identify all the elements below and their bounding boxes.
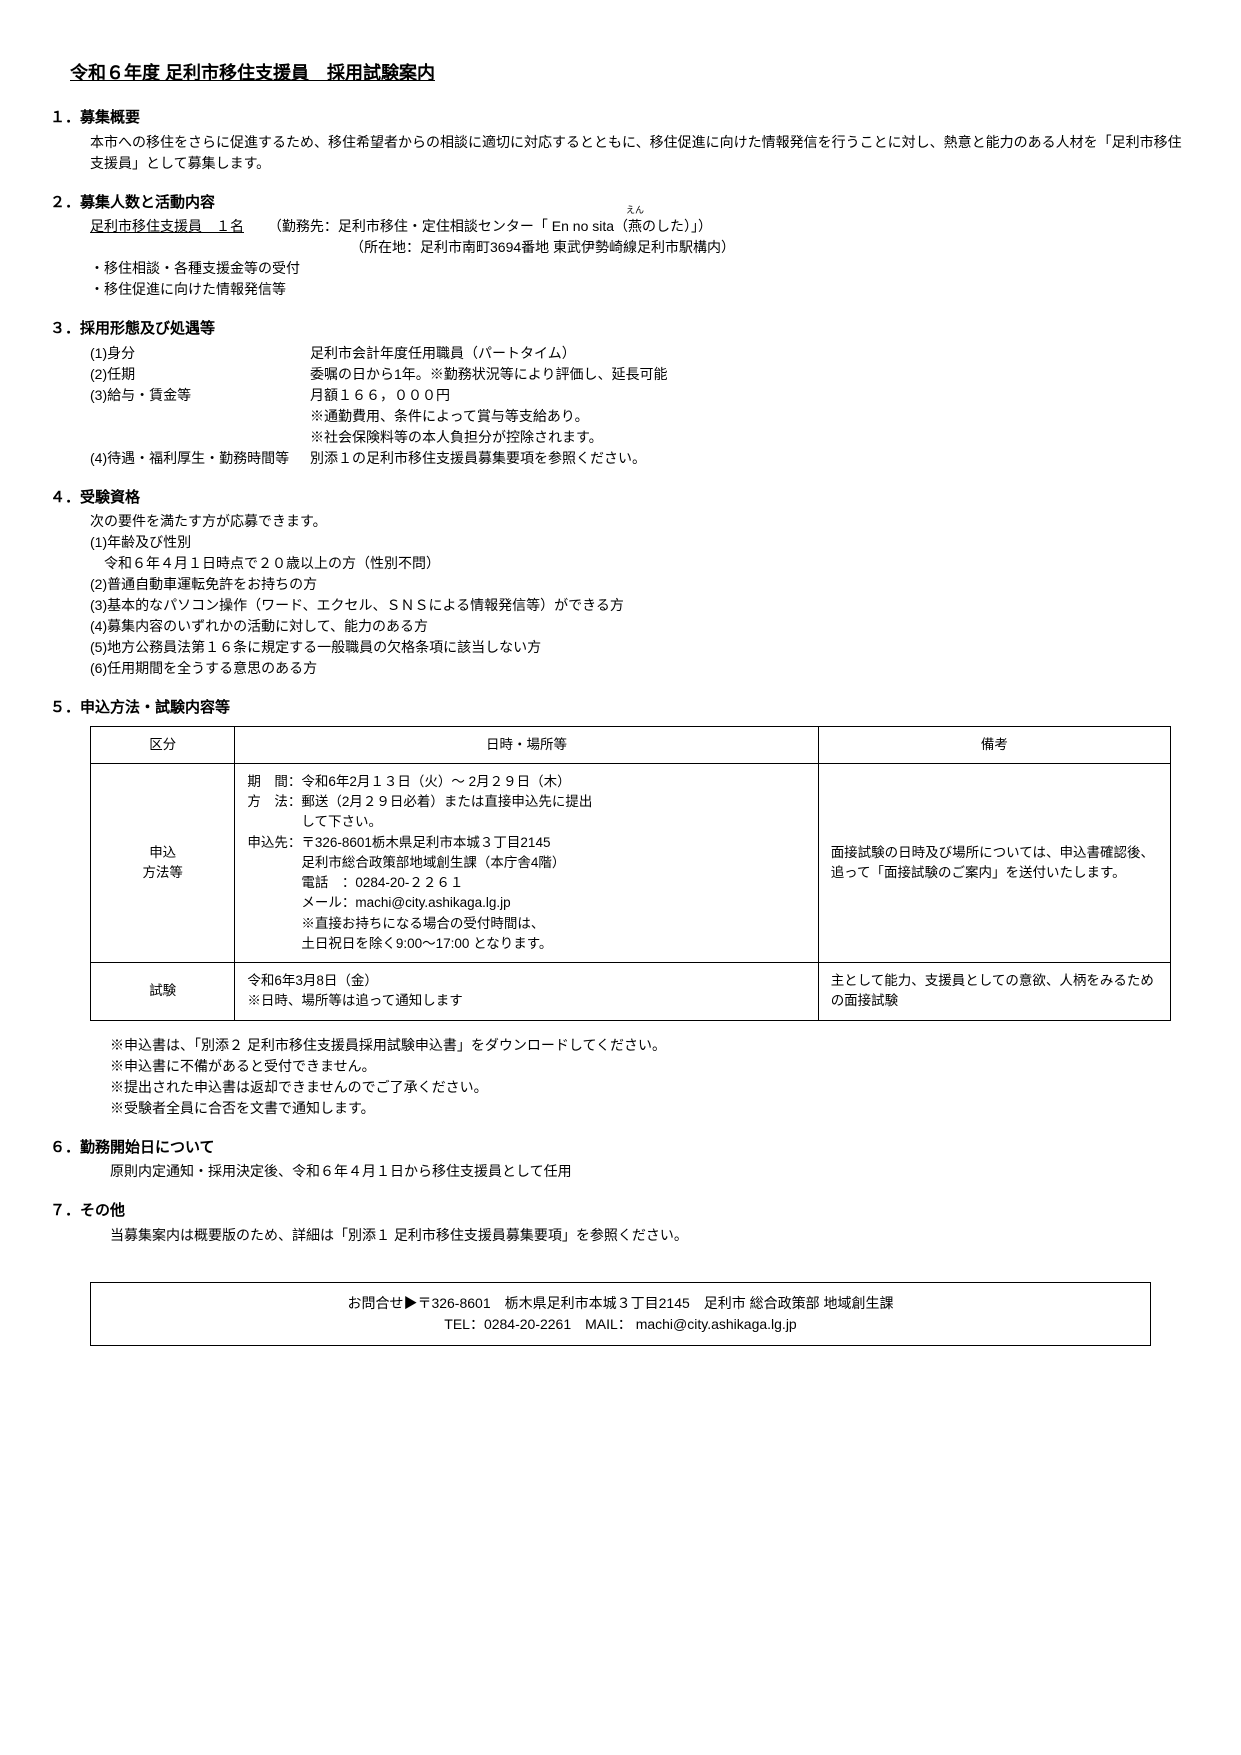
s5-note-0: ※申込書は、「別添２ 足利市移住支援員採用試験申込書」をダウンロードしてください… bbox=[110, 1035, 1191, 1056]
s3-extra-1-text: ※通勤費用、条件によって賞与等支給あり。 bbox=[310, 406, 1191, 427]
cell-exam-note: 主として能力、支援員としての意欲、人柄をみるための面接試験 bbox=[818, 963, 1170, 1021]
s3-row-4-value: 別添１の足利市移住支援員募集要項を参照ください。 bbox=[310, 448, 1191, 469]
s4-lead: 次の要件を満たす方が応募できます。 bbox=[90, 511, 1191, 532]
s4-item-2: (2)普通自動車運転免許をお持ちの方 bbox=[90, 574, 1191, 595]
s4-item-1: 令和６年４月１日時点で２０歳以上の方（性別不問） bbox=[90, 553, 1191, 574]
section-1-heading: １．募集概要 bbox=[50, 107, 1191, 130]
section-2-bullet-1: ・移住相談・各種支援金等の受付 bbox=[90, 258, 1191, 279]
s3-extra-1: ※通勤費用、条件によって賞与等支給あり。 bbox=[90, 406, 1191, 427]
s3-row-2: (2)任期 委嘱の日から1年。※勤務状況等により評価し、延長可能 bbox=[90, 364, 1191, 385]
s3-row-3: (3)給与・賃金等 月額１６６，０００円 bbox=[90, 385, 1191, 406]
s3-row-3-label: (3)給与・賃金等 bbox=[90, 385, 310, 406]
s3-row-4: (4)待遇・福利厚生・勤務時間等 別添１の足利市移住支援員募集要項を参照ください… bbox=[90, 448, 1191, 469]
s4-item-3: (3)基本的なパソコン操作（ワード、エクセル、ＳＮＳによる情報発信等）ができる方 bbox=[90, 595, 1191, 616]
s4-item-5: (5)地方公務員法第１６条に規定する一般職員の欠格条項に該当しない方 bbox=[90, 637, 1191, 658]
cell-app-label: 申込 方法等 bbox=[91, 763, 235, 962]
ruby-top: えん bbox=[626, 204, 644, 218]
s3-extra-2: ※社会保険料等の本人負担分が控除されます。 bbox=[90, 427, 1191, 448]
s5-note-3: ※受験者全員に合否を文書で通知します。 bbox=[110, 1098, 1191, 1119]
contact-box: お問合せ▶〒326-8601 栃木県足利市本城３丁目2145 足利市 総合政策部… bbox=[90, 1282, 1151, 1346]
section-2-line1: 足利市移住支援員 １名 （勤務先：足利市移住・定住相談センター「 En no s… bbox=[90, 216, 1191, 237]
section-6-heading: ６．勤務開始日について bbox=[50, 1137, 1191, 1160]
section-6-text: 原則内定通知・採用決定後、令和６年４月１日から移住支援員として任用 bbox=[110, 1161, 1191, 1182]
document-title: 令和６年度 足利市移住支援員 採用試験案内 bbox=[70, 60, 1191, 87]
section-5-heading: ５．申込方法・試験内容等 bbox=[50, 697, 1191, 720]
s3-extra-2-text: ※社会保険料等の本人負担分が控除されます。 bbox=[310, 427, 1191, 448]
recruit-count: 足利市移住支援員 １名 bbox=[90, 218, 244, 234]
s3-row-1: (1)身分 足利市会計年度任用職員（パートタイム） bbox=[90, 343, 1191, 364]
section-7-text: 当募集案内は概要版のため、詳細は「別添１ 足利市移住支援員募集要項」を参照くださ… bbox=[110, 1225, 1191, 1246]
section-1-text: 本市への移住をさらに促進するため、移住希望者からの相談に適切に対応するとともに、… bbox=[90, 132, 1191, 174]
section-4-heading: ４．受験資格 bbox=[50, 487, 1191, 510]
s4-item-6: (6)任用期間を全うする意思のある方 bbox=[90, 658, 1191, 679]
th-detail: 日時・場所等 bbox=[235, 726, 818, 763]
contact-line-2: TEL：0284-20-2261 MAIL： machi@city.ashika… bbox=[111, 1314, 1130, 1335]
workplace-suffix: のした）」） bbox=[642, 218, 712, 234]
cell-app-detail: 期 間：令和6年2月１３日（火）～ 2月２９日（木） 方 法：郵送（2月２９日必… bbox=[235, 763, 818, 962]
s5-note-1: ※申込書に不備があると受付できません。 bbox=[110, 1056, 1191, 1077]
section-3-heading: ３．採用形態及び処遇等 bbox=[50, 318, 1191, 341]
s3-row-1-value: 足利市会計年度任用職員（パートタイム） bbox=[310, 343, 1191, 364]
s3-row-1-label: (1)身分 bbox=[90, 343, 310, 364]
workplace-prefix: （勤務先：足利市移住・定住相談センター「 En no sita（ bbox=[268, 218, 628, 234]
table-row-exam: 試験 令和6年3月8日（金） ※日時、場所等は追って通知します 主として能力、支… bbox=[91, 963, 1171, 1021]
s3-row-3-value: 月額１６６，０００円 bbox=[310, 385, 1191, 406]
s3-row-2-label: (2)任期 bbox=[90, 364, 310, 385]
s4-item-4: (4)募集内容のいずれかの活動に対して、能力のある方 bbox=[90, 616, 1191, 637]
table-row-application: 申込 方法等 期 間：令和6年2月１３日（火）～ 2月２９日（木） 方 法：郵送… bbox=[91, 763, 1171, 962]
s3-row-2-value: 委嘱の日から1年。※勤務状況等により評価し、延長可能 bbox=[310, 364, 1191, 385]
section-7-heading: ７．その他 bbox=[50, 1200, 1191, 1223]
s4-item-0: (1)年齢及び性別 bbox=[90, 532, 1191, 553]
s3-row-4-label: (4)待遇・福利厚生・勤務時間等 bbox=[90, 448, 310, 469]
section-5-notes: ※申込書は、「別添２ 足利市移住支援員採用試験申込書」をダウンロードしてください… bbox=[110, 1035, 1191, 1119]
section-2-bullet-2: ・移住促進に向けた情報発信等 bbox=[90, 279, 1191, 300]
th-note: 備考 bbox=[818, 726, 1170, 763]
ruby-en: えん燕 bbox=[628, 216, 642, 237]
application-table: 区分 日時・場所等 備考 申込 方法等 期 間：令和6年2月１３日（火）～ 2月… bbox=[90, 726, 1171, 1021]
cell-exam-detail: 令和6年3月8日（金） ※日時、場所等は追って通知します bbox=[235, 963, 818, 1021]
section-2-line2: （所在地：足利市南町3694番地 東武伊勢崎線足利市駅構内） bbox=[350, 237, 1191, 258]
contact-line-1: お問合せ▶〒326-8601 栃木県足利市本城３丁目2145 足利市 総合政策部… bbox=[111, 1293, 1130, 1314]
section-2-heading: ２．募集人数と活動内容 bbox=[50, 192, 1191, 215]
table-header-row: 区分 日時・場所等 備考 bbox=[91, 726, 1171, 763]
cell-exam-label: 試験 bbox=[91, 963, 235, 1021]
ruby-base: 燕 bbox=[628, 218, 642, 234]
s5-note-2: ※提出された申込書は返却できませんのでご了承ください。 bbox=[110, 1077, 1191, 1098]
cell-app-note: 面接試験の日時及び場所については、申込書確認後、追って「面接試験のご案内」を送付… bbox=[818, 763, 1170, 962]
th-category: 区分 bbox=[91, 726, 235, 763]
